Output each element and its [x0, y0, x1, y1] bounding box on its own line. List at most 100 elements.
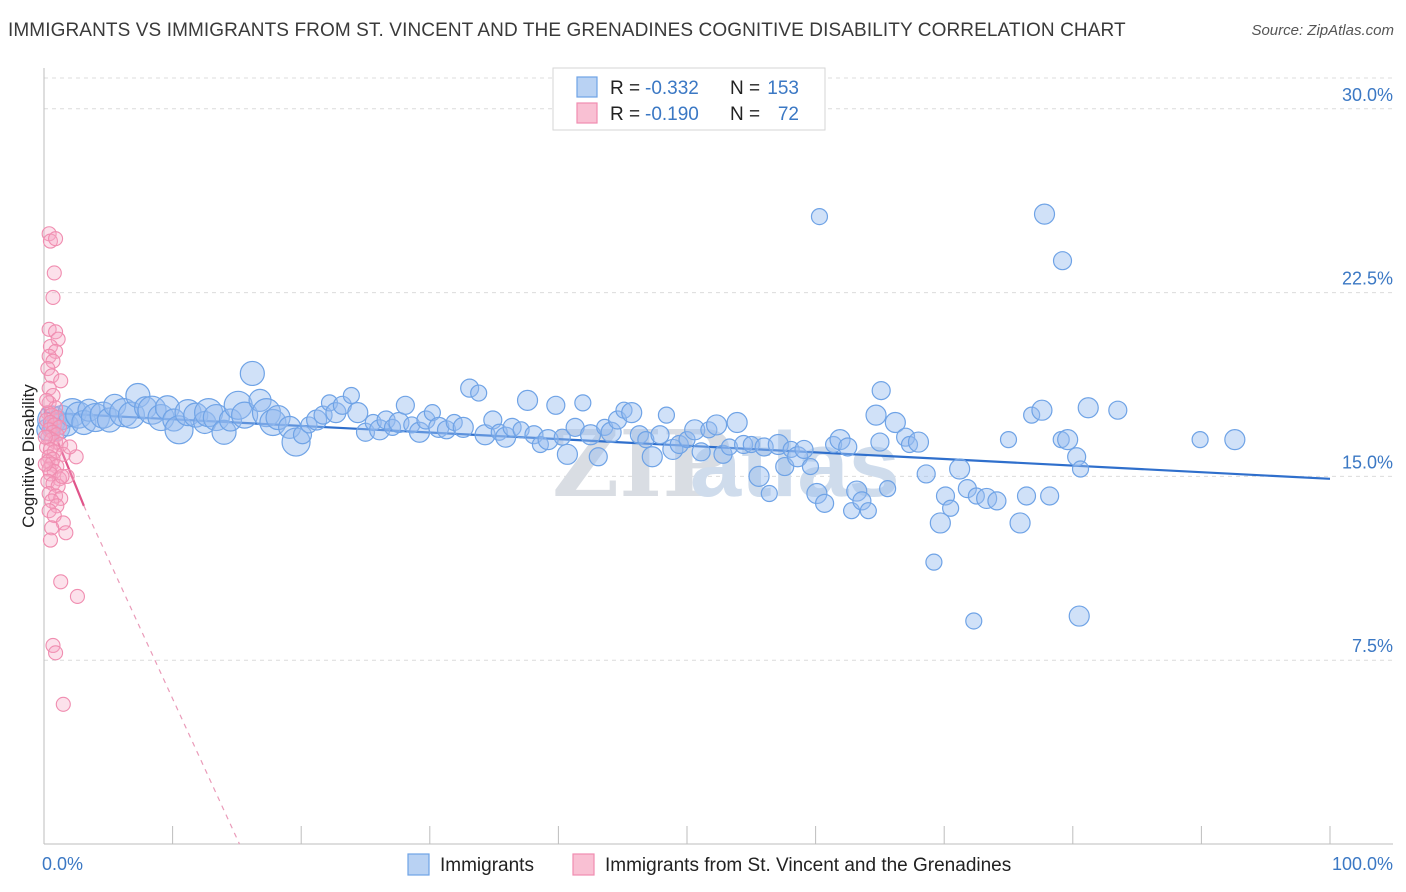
legend-n-label: N =: [730, 78, 760, 99]
y-tick-label: 30.0%: [1342, 85, 1393, 105]
legend-label-immigrants: Immigrants: [440, 855, 534, 876]
point-immigrants: [852, 491, 872, 511]
legend-label-st-vincent: Immigrants from St. Vincent and the Gren…: [605, 855, 1011, 876]
point-immigrants: [925, 553, 943, 571]
point-st-vincent: [54, 468, 70, 484]
point-immigrants: [669, 434, 689, 455]
point-immigrants: [395, 395, 415, 415]
x-tick-labels: 0.0% 100.0%: [42, 854, 1393, 874]
point-immigrants: [907, 431, 930, 453]
point-immigrants: [657, 406, 676, 424]
point-st-vincent: [55, 696, 71, 712]
point-immigrants: [403, 416, 421, 434]
y-axis-title: Cognitive Disability: [19, 384, 38, 528]
point-immigrants: [810, 207, 829, 226]
point-immigrants: [726, 411, 748, 434]
chart-title: IMMIGRANTS VS IMMIGRANTS FROM ST. VINCEN…: [8, 20, 1126, 41]
point-immigrants: [720, 438, 739, 456]
point-immigrants: [1040, 486, 1060, 506]
point-immigrants: [154, 395, 181, 421]
point-immigrants: [786, 446, 809, 468]
point-st-vincent: [53, 490, 69, 506]
point-immigrants: [916, 464, 936, 484]
point-st-vincent: [44, 368, 60, 384]
point-immigrants: [705, 414, 728, 436]
point-immigrants: [137, 395, 167, 425]
point-immigrants: [641, 446, 663, 468]
point-immigrants: [1023, 406, 1041, 424]
legend-swatch-immigrants: [576, 76, 598, 98]
point-immigrants: [999, 431, 1018, 449]
point-immigrants: [1057, 429, 1079, 451]
point-immigrants: [1071, 460, 1090, 478]
point-immigrants: [871, 381, 891, 401]
point-immigrants: [588, 447, 608, 467]
point-immigrants: [347, 402, 369, 424]
chart-source: Source: ZipAtlas.com: [1251, 22, 1394, 39]
point-immigrants: [650, 425, 670, 445]
point-immigrants: [239, 360, 265, 387]
point-immigrants: [1077, 397, 1099, 419]
point-immigrants: [292, 425, 313, 445]
point-immigrants: [428, 416, 450, 438]
point-immigrants: [183, 402, 209, 428]
point-immigrants: [929, 512, 951, 534]
point-st-vincent: [40, 360, 56, 377]
point-immigrants: [870, 432, 890, 452]
point-immigrants: [662, 438, 684, 461]
point-immigrants: [684, 419, 706, 441]
point-immigrants: [306, 409, 328, 431]
point-immigrants: [1052, 251, 1073, 271]
trend-line-st-vincent: [42, 407, 85, 507]
point-immigrants: [621, 402, 643, 424]
point-immigrants: [801, 457, 820, 476]
legend-box: R = -0.332 N = 153 R = -0.190 N = 72: [552, 67, 826, 131]
point-immigrants: [516, 389, 539, 412]
point-st-vincent: [49, 498, 65, 514]
legend-n-label: N =: [730, 104, 760, 125]
point-st-vincent: [39, 392, 55, 408]
point-immigrants: [949, 458, 971, 480]
point-st-vincent: [48, 231, 64, 247]
point-immigrants: [342, 386, 360, 405]
legend-swatch-immigrants: [407, 853, 430, 876]
point-immigrants: [965, 612, 983, 630]
legend-r-label: R =: [610, 104, 640, 125]
point-immigrants: [556, 443, 579, 465]
point-immigrants: [884, 411, 906, 434]
point-st-vincent: [45, 353, 61, 369]
point-immigrants: [460, 378, 480, 398]
legend-frame: [552, 67, 826, 131]
point-immigrants: [637, 431, 655, 449]
point-immigrants: [815, 493, 835, 513]
y-tick-label: 22.5%: [1342, 269, 1393, 289]
point-st-vincent: [58, 525, 74, 541]
point-st-vincent: [37, 456, 53, 472]
point-immigrants: [1108, 400, 1128, 420]
series-legend: Immigrants Immigrants from St. Vincent a…: [407, 853, 1011, 876]
point-immigrants: [223, 390, 253, 420]
point-immigrants: [265, 404, 291, 431]
point-st-vincent: [53, 373, 69, 389]
point-immigrants: [600, 421, 622, 443]
x-tick-label: 0.0%: [42, 854, 83, 874]
point-st-vincent: [44, 520, 60, 536]
point-immigrants: [1068, 605, 1090, 627]
legend-swatch-st-vincent: [576, 102, 598, 124]
point-immigrants: [278, 415, 302, 439]
point-st-vincent: [53, 574, 69, 590]
legend-r-value: -0.190: [645, 104, 699, 125]
legend-n-value: 153: [767, 78, 799, 99]
point-immigrants: [495, 426, 517, 448]
point-immigrants: [470, 384, 488, 402]
point-immigrants: [452, 416, 474, 438]
point-immigrants: [1016, 486, 1037, 506]
point-immigrants: [103, 393, 127, 417]
point-immigrants: [211, 419, 237, 445]
point-immigrants: [806, 482, 828, 505]
x-tick-label: 100.0%: [1332, 854, 1393, 874]
point-immigrants: [987, 491, 1007, 511]
legend-n-value: 72: [778, 104, 799, 125]
point-immigrants: [865, 404, 887, 426]
